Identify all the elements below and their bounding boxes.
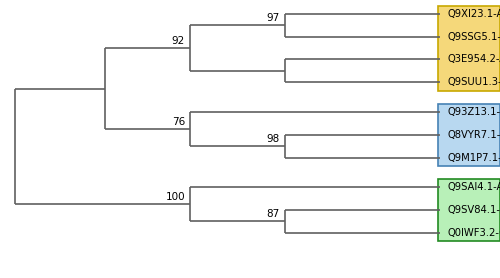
Text: Q8VYR7.1-AtBOR1: Q8VYR7.1-AtBOR1 (448, 130, 500, 140)
Text: 98: 98 (266, 134, 280, 144)
Text: Q3E954.2-AtBOR6: Q3E954.2-AtBOR6 (448, 54, 500, 64)
Text: 100: 100 (166, 192, 185, 202)
FancyBboxPatch shape (438, 6, 500, 91)
Text: 76: 76 (172, 117, 185, 127)
Text: 87: 87 (266, 209, 280, 219)
Text: Q9SV84.1-AtNIP5;1: Q9SV84.1-AtNIP5;1 (448, 205, 500, 215)
Text: Q0IWF3.2-OsNIP3;1: Q0IWF3.2-OsNIP3;1 (448, 228, 500, 238)
Text: Q9XI23.1-AtBOR4: Q9XI23.1-AtBOR4 (448, 9, 500, 19)
Text: Q9M1P7.1-AtBOR2: Q9M1P7.1-AtBOR2 (448, 153, 500, 163)
FancyBboxPatch shape (438, 104, 500, 166)
Text: Q93Z13.1-AtBOR3: Q93Z13.1-AtBOR3 (448, 107, 500, 117)
Text: 97: 97 (266, 13, 280, 23)
Text: Q9SSG5.1-AtBOR5: Q9SSG5.1-AtBOR5 (448, 32, 500, 42)
Text: 92: 92 (172, 36, 185, 46)
Text: Q9SUU1.3-AtBOR7: Q9SUU1.3-AtBOR7 (448, 77, 500, 87)
Text: Q9SAI4.1-AtNIP6;1: Q9SAI4.1-AtNIP6;1 (448, 182, 500, 192)
FancyBboxPatch shape (438, 179, 500, 241)
